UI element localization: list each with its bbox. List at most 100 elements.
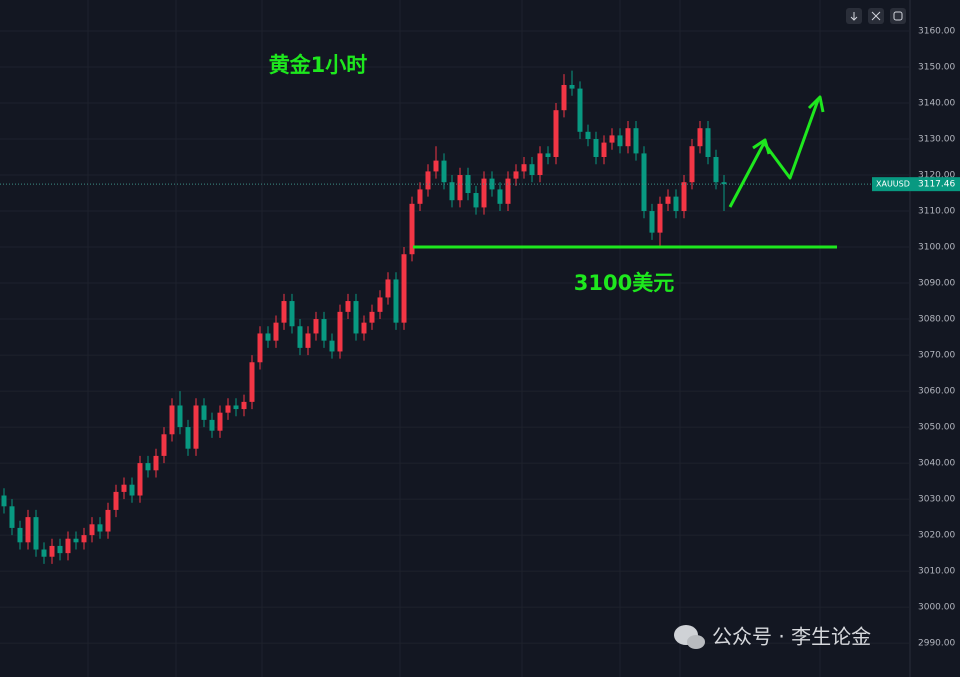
candle-body: [441, 160, 447, 183]
y-tick-label: 2990.00: [918, 639, 955, 649]
y-tick-label: 3080.00: [918, 315, 955, 325]
y-tick-label: 3060.00: [918, 387, 955, 397]
y-tick-label: 3050.00: [918, 423, 955, 433]
candle-body: [33, 517, 39, 550]
watermark-text: 公众号 · 李生论金: [712, 625, 871, 649]
candle-body: [137, 463, 143, 496]
y-tick-label: 3070.00: [918, 351, 955, 361]
candle-body: [257, 333, 263, 363]
candle-body: [601, 142, 607, 158]
y-tick-label: 3150.00: [918, 62, 955, 72]
candle-body: [633, 128, 639, 154]
y-tick-label: 3040.00: [918, 459, 955, 469]
y-tick-label: 3110.00: [918, 207, 955, 217]
candle-body: [649, 211, 655, 233]
candle-body: [657, 203, 663, 233]
candle-body: [361, 322, 367, 334]
y-tick-label: 3010.00: [918, 567, 955, 577]
candle-body: [313, 319, 319, 334]
candle-body: [353, 301, 359, 334]
candle-body: [265, 333, 271, 341]
candle-body: [129, 484, 135, 496]
candle-body: [529, 164, 535, 176]
candle-body: [73, 538, 79, 543]
toolbar: [846, 8, 906, 24]
symbol-label: XAUUSD: [876, 180, 910, 189]
candle-body: [545, 153, 551, 158]
candle-body: [105, 509, 111, 532]
y-tick-label: 3030.00: [918, 495, 955, 505]
candle-body: [201, 405, 207, 420]
candle-body: [585, 131, 591, 140]
candle-body: [665, 196, 671, 204]
last-price-label: 3117.46: [918, 180, 955, 190]
candle-body: [401, 254, 407, 323]
candle-body: [425, 171, 431, 190]
candle-body: [177, 405, 183, 428]
icon: [850, 12, 858, 21]
candle-body: [393, 279, 399, 323]
candle-body: [81, 535, 87, 543]
candle-body: [225, 405, 231, 413]
candle-body: [281, 301, 287, 323]
candle-body: [377, 297, 383, 312]
candle-body: [209, 419, 215, 431]
candle-body: [121, 484, 127, 492]
candle-body: [65, 538, 71, 554]
projection-arrow: [728, 95, 825, 208]
candle-body: [297, 326, 303, 348]
candle-body: [417, 189, 423, 204]
candle-body: [345, 301, 351, 312]
candle-body: [9, 506, 15, 528]
candle-body: [217, 412, 223, 431]
y-tick-label: 3160.00: [918, 26, 955, 36]
candle-body: [577, 88, 583, 132]
candle-body: [1, 495, 7, 507]
candle-body: [641, 153, 647, 212]
candle-body: [713, 157, 719, 183]
y-tick-label: 3090.00: [918, 279, 955, 289]
candle-body: [609, 135, 615, 143]
candle-body: [721, 182, 727, 185]
candle-body: [553, 110, 559, 158]
candle-body: [409, 203, 415, 255]
candle-body: [337, 311, 343, 352]
candle-body: [193, 405, 199, 449]
watermark: 公众号 · 李生论金: [674, 625, 871, 649]
candle-body: [697, 128, 703, 147]
candle-body: [681, 182, 687, 212]
candle-body: [537, 153, 543, 176]
y-tick-label: 3140.00: [918, 98, 955, 108]
candle-body: [49, 545, 55, 557]
candle-body: [433, 160, 439, 172]
candle-body: [705, 128, 711, 158]
candle-body: [457, 175, 463, 201]
candle-body: [145, 463, 151, 471]
candle-body: [273, 322, 279, 341]
candle-body: [169, 405, 175, 435]
candle-body: [369, 311, 375, 323]
chart-title: 黄金1小时: [269, 53, 368, 77]
candle-body: [249, 362, 255, 402]
candle-body: [473, 193, 479, 208]
icon: [871, 11, 881, 21]
candle-body: [449, 182, 455, 201]
level-label: 3100美元: [574, 271, 674, 295]
candle-body: [561, 84, 567, 111]
candle-body: [329, 340, 335, 352]
candle-body: [241, 401, 247, 410]
button-maximize[interactable]: [890, 8, 906, 24]
candle-body: [25, 517, 31, 543]
candle-body: [161, 434, 167, 456]
candle-body: [305, 333, 311, 348]
candle-body: [513, 171, 519, 179]
candle-body: [321, 319, 327, 341]
y-tick-label: 3120.00: [918, 171, 955, 181]
candle-body: [505, 178, 511, 204]
candle-body: [497, 189, 503, 204]
candle-body: [185, 427, 191, 449]
y-tick-label: 3020.00: [918, 531, 955, 541]
candle-body: [521, 164, 527, 172]
